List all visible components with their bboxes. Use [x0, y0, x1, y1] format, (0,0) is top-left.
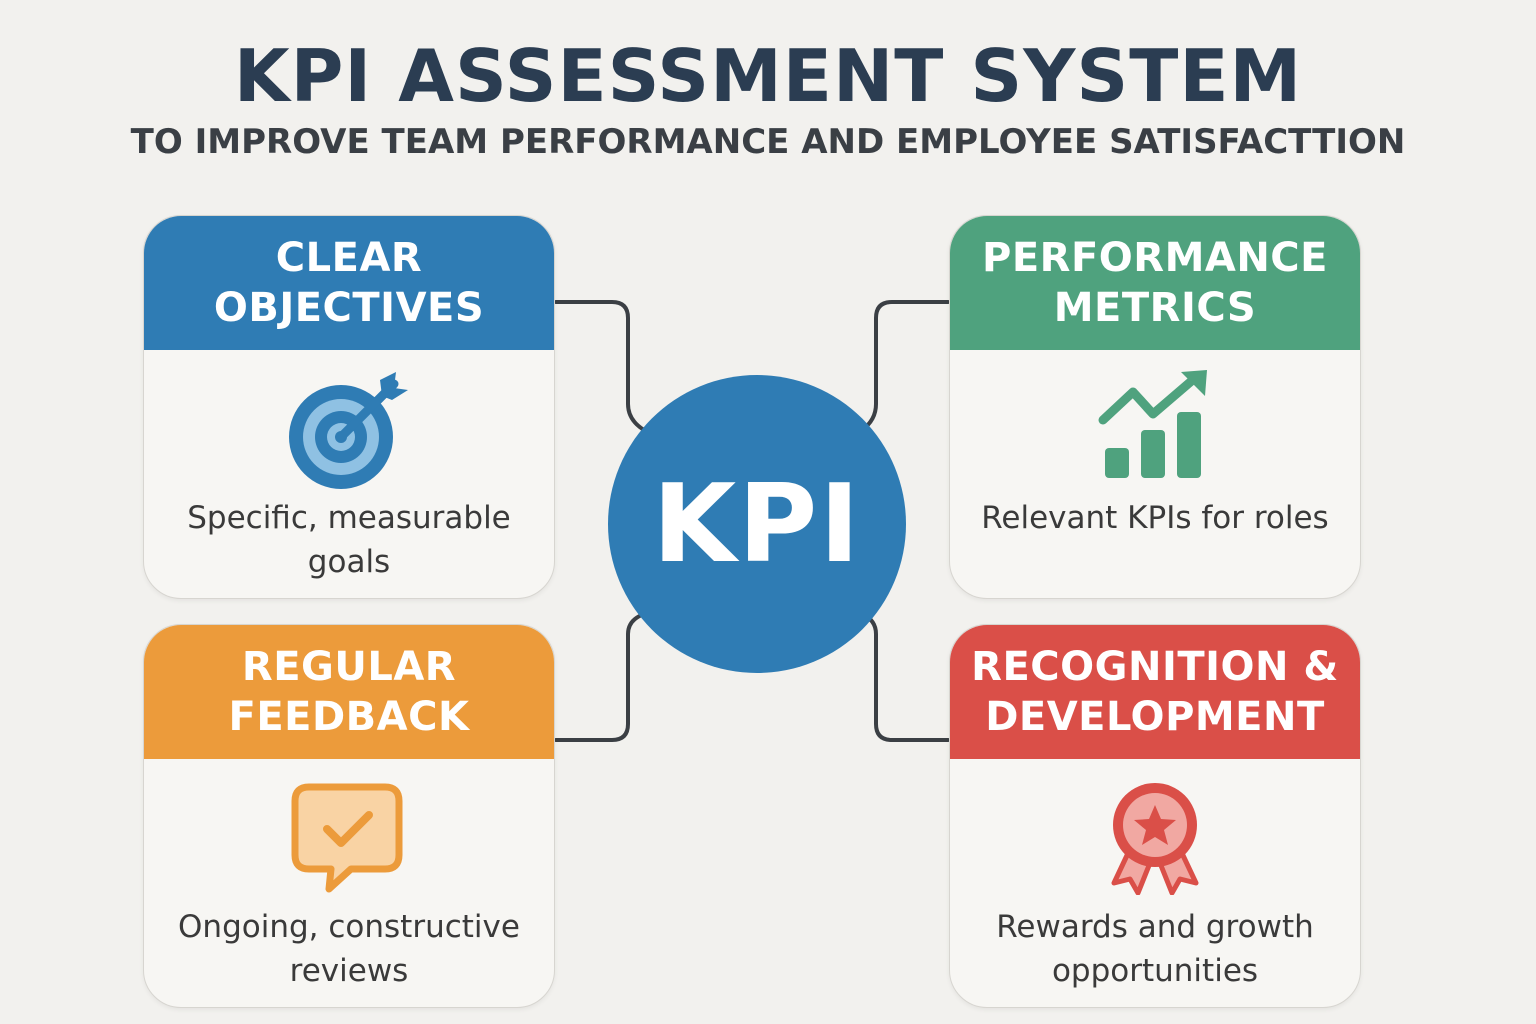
connector-top-left — [554, 300, 646, 432]
card-description: Relevant KPIs for roles — [981, 500, 1329, 536]
kpi-center-circle: KPI — [608, 375, 906, 673]
growth-chart-icon — [1098, 370, 1207, 478]
kpi-center-label: KPI — [652, 461, 862, 587]
connector-top-right — [860, 300, 950, 432]
card-header-performance-metrics: PERFORMANCE METRICS — [950, 216, 1360, 350]
target-icon — [289, 372, 408, 489]
connector-bottom-left — [554, 612, 646, 742]
card-title-line: CLEAR — [275, 235, 423, 281]
card-title-line: REGULAR — [241, 644, 457, 690]
card-description: Rewards and growth — [996, 909, 1314, 945]
card-header-recognition-development: RECOGNITION & DEVELOPMENT — [950, 625, 1360, 759]
card-header-clear-objectives: CLEAR OBJECTIVES — [144, 216, 554, 350]
card-header-regular-feedback: REGULAR FEEDBACK — [144, 625, 554, 759]
card-performance-metrics: PERFORMANCE METRICS Relevant KPIs for ro… — [949, 215, 1361, 599]
card-title-line: DEVELOPMENT — [985, 694, 1325, 740]
page-subtitle: TO IMPROVE TEAM PERFORMANCE AND EMPLOYEE… — [130, 122, 1406, 162]
card-title-line: OBJECTIVES — [213, 285, 485, 331]
card-description: Specific, measurable — [187, 500, 511, 536]
card-recognition-development: RECOGNITION & DEVELOPMENT Rewards and gr… — [949, 624, 1361, 1008]
card-description: reviews — [289, 953, 409, 989]
card-clear-objectives: CLEAR OBJECTIVES Specific, measurable go… — [143, 215, 555, 599]
card-title-line: PERFORMANCE — [982, 235, 1328, 281]
card-title-line: METRICS — [1053, 285, 1257, 331]
connector-bottom-right — [860, 612, 950, 742]
card-title-line: FEEDBACK — [228, 694, 470, 740]
award-ribbon-icon — [1111, 783, 1199, 895]
card-regular-feedback: REGULAR FEEDBACK Ongoing, constructive r… — [143, 624, 555, 1008]
card-description: opportunities — [1051, 953, 1259, 989]
page-title: KPI ASSESSMENT SYSTEM — [233, 34, 1303, 118]
card-title-line: RECOGNITION & — [971, 644, 1339, 690]
card-description: Ongoing, constructive — [178, 909, 520, 945]
card-description: goals — [307, 544, 391, 580]
feedback-check-icon — [291, 783, 403, 893]
